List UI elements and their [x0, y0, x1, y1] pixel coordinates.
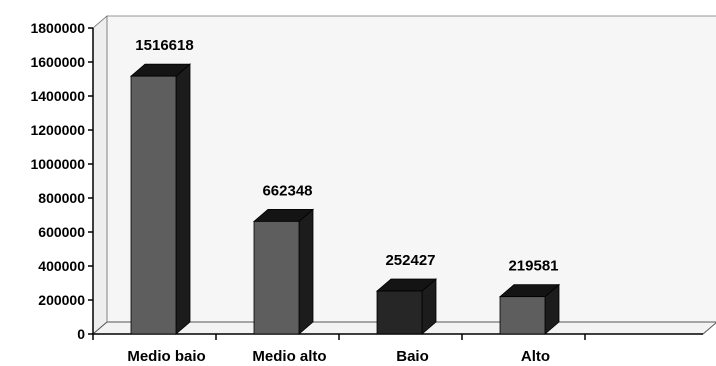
y-tick-label: 400000	[38, 258, 85, 274]
bar	[129, 63, 192, 335]
category-label: Medio baio	[127, 348, 205, 365]
bar-front	[130, 75, 177, 335]
data-label: 662348	[262, 182, 312, 199]
y-tick-label: 1600000	[30, 54, 85, 70]
data-label: 219581	[508, 258, 558, 275]
y-tick-label: 800000	[38, 190, 85, 206]
data-label: 252427	[385, 252, 435, 269]
y-axis: 0 200000 400000 600000 800000 1000000 1200000 1…	[30, 20, 703, 342]
y-tick-label: 1000000	[30, 156, 85, 172]
bar-front	[376, 290, 423, 335]
category-label: Medio alto	[252, 348, 326, 365]
category-label: Baio	[396, 348, 429, 365]
data-label: 1516618	[135, 37, 193, 54]
bar	[498, 283, 561, 335]
y-tick-label: 1200000	[30, 122, 85, 138]
category-labels: 1516618 Medio baio 662348 Medio alto 252427 B…	[127, 37, 558, 365]
y-tick-label: 600000	[38, 224, 85, 240]
back-wall	[107, 16, 716, 322]
bar-series	[129, 63, 561, 335]
bar	[252, 208, 315, 335]
bar-front	[499, 296, 546, 335]
y-tick-label: 200000	[38, 292, 85, 308]
bar-side	[298, 208, 314, 335]
bar-side	[175, 63, 191, 335]
y-tick-label: 1800000	[30, 20, 85, 36]
side-wall	[92, 15, 108, 335]
bar	[375, 278, 438, 335]
category-label: Alto	[521, 348, 550, 365]
bar-front	[253, 221, 300, 335]
y-tick-label: 0	[77, 326, 85, 342]
y-tick-label: 1400000	[30, 88, 85, 104]
